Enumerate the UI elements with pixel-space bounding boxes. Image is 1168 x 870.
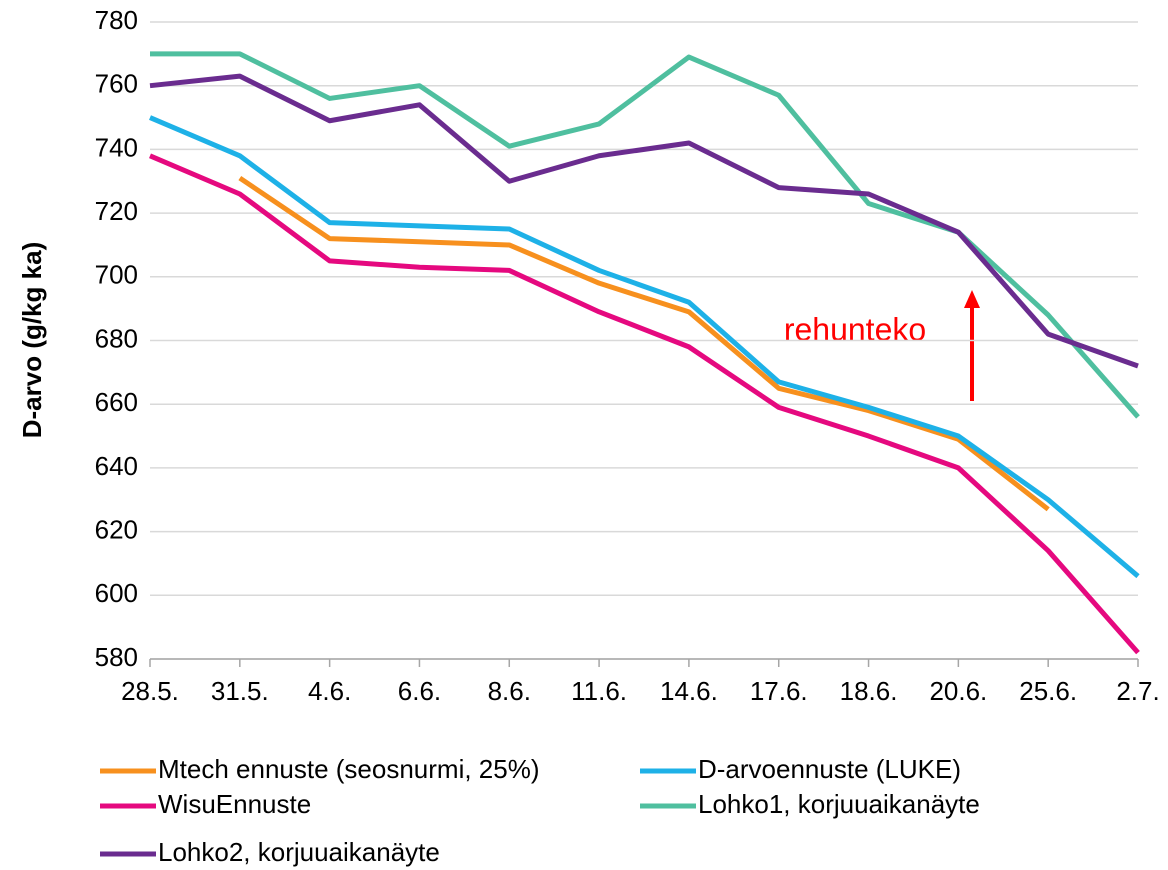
x-tick-label: 31.5. — [211, 676, 269, 706]
x-tick-label: 8.6. — [488, 676, 531, 706]
series-line — [149, 153, 1140, 655]
x-tick-label: 14.6. — [660, 676, 718, 706]
x-tick-label: 28.5. — [121, 676, 179, 706]
y-tick-label: 620 — [95, 514, 138, 544]
annotation: rehunteko — [784, 311, 926, 347]
y-axis-label: D-arvo (g/kg ka) — [17, 242, 47, 439]
x-tick-label: 25.6. — [1019, 676, 1077, 706]
x-tick-label: 2.7. — [1116, 676, 1159, 706]
y-tick-label: 700 — [95, 260, 138, 290]
x-tick-label: 6.6. — [398, 676, 441, 706]
x-tick-label: 4.6. — [308, 676, 351, 706]
x-tick-label: 18.6. — [840, 676, 898, 706]
legend-label: Mtech ennuste (seosnurmi, 25%) — [158, 754, 540, 784]
x-tick-label: 11.6. — [571, 676, 627, 706]
series-line — [149, 73, 1139, 369]
y-tick-label: 720 — [95, 196, 138, 226]
series-line — [238, 175, 1050, 512]
x-tick-label: 17.6. — [750, 676, 808, 706]
y-tick-label: 660 — [95, 387, 138, 417]
y-tick-label: 600 — [95, 578, 138, 608]
y-tick-label: 740 — [95, 132, 138, 162]
x-tick-label: 20.6. — [929, 676, 987, 706]
series-line — [149, 115, 1140, 579]
y-tick-label: 680 — [95, 323, 138, 353]
legend-label: WisuEnnuste — [158, 789, 311, 819]
legend-label: D-arvoennuste (LUKE) — [698, 754, 961, 784]
annotation-arrowhead — [964, 290, 980, 308]
legend-label: Lohko2, korjuuaikanäyte — [158, 837, 440, 867]
y-tick-label: 760 — [95, 69, 138, 99]
y-tick-label: 780 — [95, 5, 138, 35]
y-tick-label: 640 — [95, 451, 138, 481]
y-tick-label: 580 — [95, 642, 138, 672]
legend-label: Lohko1, korjuuaikanäyte — [698, 789, 980, 819]
